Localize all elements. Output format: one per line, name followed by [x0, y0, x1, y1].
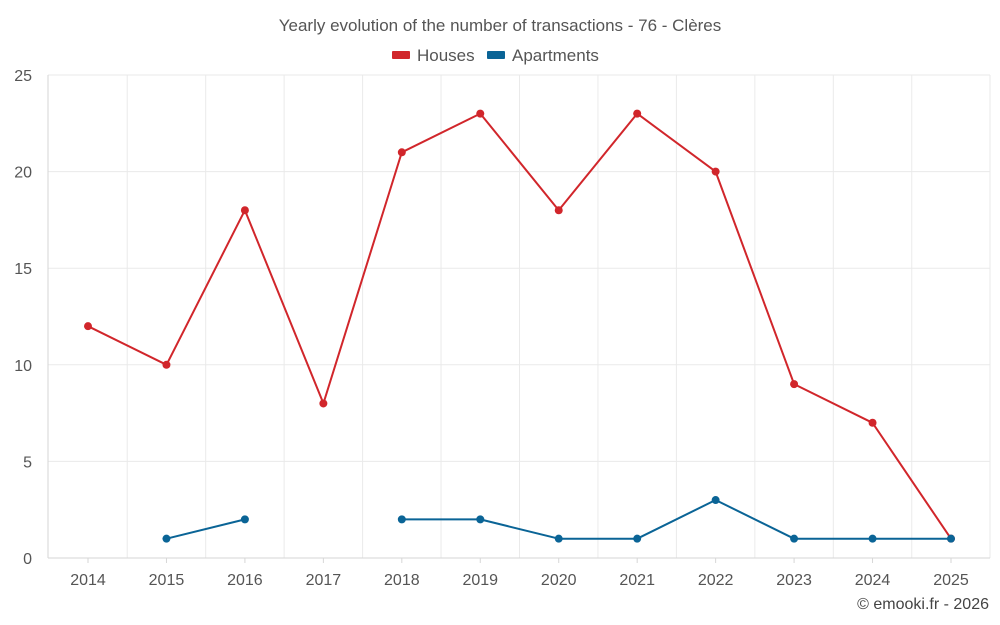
- data-point-houses-2015[interactable]: [162, 360, 171, 369]
- legend[interactable]: Houses Apartments: [392, 46, 599, 65]
- series-line-apartments: [166, 499, 951, 540]
- legend-item-houses[interactable]: Houses: [392, 46, 475, 65]
- chart-title: Yearly evolution of the number of transa…: [279, 16, 722, 35]
- data-point-houses-2023[interactable]: [790, 380, 799, 389]
- data-point-houses-2021[interactable]: [633, 109, 642, 118]
- x-tick-label: 2018: [384, 572, 420, 589]
- data-point-apartments-2021[interactable]: [633, 534, 642, 543]
- data-point-houses-2018[interactable]: [397, 148, 406, 157]
- data-point-houses-2019[interactable]: [476, 109, 485, 118]
- series-houses: [84, 109, 955, 543]
- y-tick-label: 5: [23, 454, 32, 471]
- x-tick-label: 2021: [619, 572, 655, 589]
- series: [84, 109, 955, 543]
- data-point-apartments-2022[interactable]: [711, 496, 720, 505]
- y-tick-label: 15: [14, 261, 32, 278]
- x-tick-label: 2022: [698, 572, 734, 589]
- x-tick-label: 2023: [776, 572, 812, 589]
- data-point-apartments-2016[interactable]: [240, 515, 249, 524]
- x-tick-label: 2015: [149, 572, 185, 589]
- data-point-apartments-2018[interactable]: [397, 515, 406, 524]
- data-point-apartments-2024[interactable]: [868, 534, 877, 543]
- data-point-apartments-2020[interactable]: [554, 534, 563, 543]
- data-point-houses-2022[interactable]: [711, 167, 720, 176]
- x-tick-label: 2025: [933, 572, 969, 589]
- legend-label-houses: Houses: [417, 46, 475, 65]
- data-point-apartments-2025[interactable]: [947, 534, 955, 543]
- data-point-houses-2016[interactable]: [240, 206, 249, 215]
- x-tick-label: 2017: [306, 572, 342, 589]
- data-point-apartments-2015[interactable]: [162, 534, 171, 543]
- grid: [47, 74, 991, 558]
- data-point-houses-2020[interactable]: [554, 206, 563, 215]
- data-point-apartments-2019[interactable]: [476, 515, 485, 524]
- y-tick-label: 25: [14, 68, 32, 85]
- series-apartments: [162, 496, 955, 543]
- y-tick-label: 0: [23, 551, 32, 568]
- y-tick-label: 10: [14, 358, 32, 375]
- x-tick-label: 2016: [227, 572, 263, 589]
- x-tick-label: 2014: [70, 572, 106, 589]
- credit-text: © emooki.fr - 2026: [857, 596, 989, 613]
- legend-swatch-houses: [392, 51, 410, 59]
- legend-swatch-apartments: [487, 51, 505, 59]
- x-tick-label: 2019: [462, 572, 498, 589]
- y-tick-label: 20: [14, 165, 32, 182]
- legend-label-apartments: Apartments: [512, 46, 599, 65]
- data-point-houses-2024[interactable]: [868, 418, 877, 427]
- legend-item-apartments[interactable]: Apartments: [487, 46, 599, 65]
- data-point-apartments-2023[interactable]: [790, 534, 799, 543]
- x-tick-label: 2024: [855, 572, 891, 589]
- data-point-houses-2014[interactable]: [84, 322, 92, 331]
- series-line-houses: [87, 112, 952, 540]
- x-tick-label: 2020: [541, 572, 577, 589]
- data-point-houses-2017[interactable]: [319, 399, 328, 408]
